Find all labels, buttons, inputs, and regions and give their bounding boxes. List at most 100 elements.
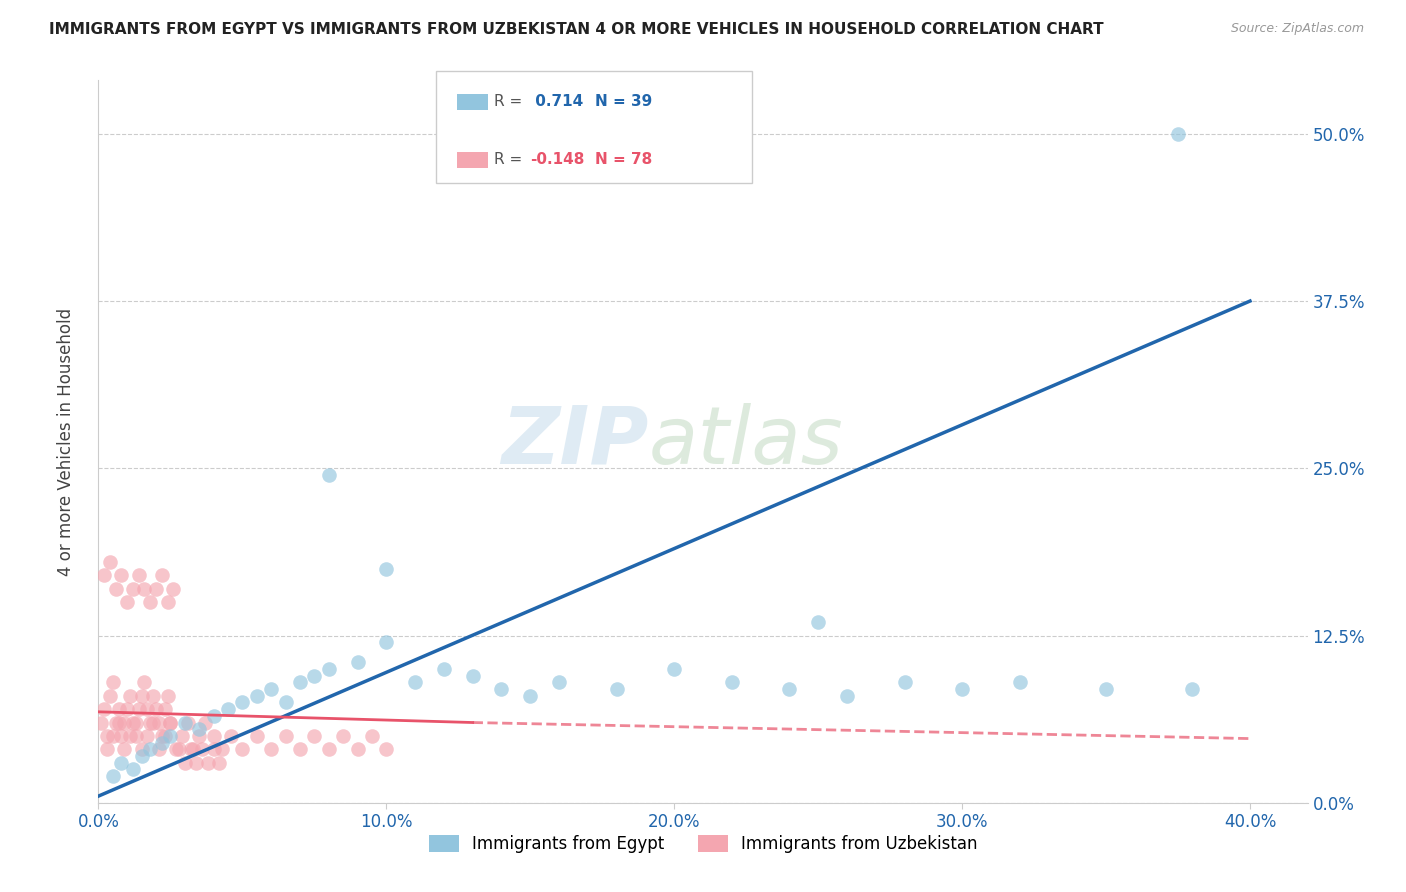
Point bbox=[807, 615, 830, 630]
Point bbox=[110, 756, 132, 770]
Point bbox=[153, 702, 176, 716]
Y-axis label: 4 or more Vehicles in Household: 4 or more Vehicles in Household bbox=[56, 308, 75, 575]
Point bbox=[162, 582, 184, 596]
Point bbox=[110, 729, 132, 743]
Point bbox=[893, 675, 915, 690]
Point bbox=[461, 669, 484, 683]
Point bbox=[346, 655, 368, 669]
Point bbox=[375, 562, 398, 576]
Point bbox=[274, 729, 297, 743]
Point bbox=[1008, 675, 1031, 690]
Point bbox=[156, 595, 179, 609]
Point bbox=[93, 568, 115, 582]
Point bbox=[128, 568, 150, 582]
Point bbox=[131, 689, 153, 703]
Point bbox=[191, 742, 214, 756]
Point bbox=[90, 715, 112, 730]
Point bbox=[131, 749, 153, 764]
Point bbox=[173, 715, 195, 730]
Point bbox=[150, 729, 173, 743]
Point bbox=[491, 681, 513, 696]
Point bbox=[318, 662, 340, 676]
Point bbox=[131, 742, 153, 756]
Point bbox=[142, 689, 165, 703]
Point bbox=[107, 702, 129, 716]
Point bbox=[778, 681, 800, 696]
Point bbox=[125, 715, 148, 730]
Point bbox=[107, 715, 129, 730]
Text: atlas: atlas bbox=[648, 402, 844, 481]
Point bbox=[159, 715, 181, 730]
Point bbox=[125, 729, 148, 743]
Point bbox=[112, 742, 135, 756]
Point bbox=[96, 742, 118, 756]
Point bbox=[720, 675, 742, 690]
Text: -0.148: -0.148 bbox=[530, 153, 585, 167]
Point bbox=[288, 742, 311, 756]
Point bbox=[288, 675, 311, 690]
Point bbox=[98, 555, 121, 569]
Point bbox=[98, 689, 121, 703]
Point bbox=[375, 635, 398, 649]
Point bbox=[194, 715, 217, 730]
Point bbox=[122, 582, 145, 596]
Point bbox=[231, 742, 253, 756]
Point bbox=[148, 715, 170, 730]
Point bbox=[115, 702, 138, 716]
Point bbox=[139, 742, 162, 756]
Text: N = 39: N = 39 bbox=[595, 95, 652, 109]
Point bbox=[318, 742, 340, 756]
Point bbox=[211, 742, 233, 756]
Point bbox=[433, 662, 456, 676]
Point bbox=[219, 729, 242, 743]
Point bbox=[664, 662, 686, 676]
Point bbox=[318, 467, 340, 482]
Point bbox=[246, 689, 269, 703]
Point bbox=[304, 669, 326, 683]
Point bbox=[159, 715, 181, 730]
Point bbox=[128, 702, 150, 716]
Text: N = 78: N = 78 bbox=[595, 153, 652, 167]
Point bbox=[101, 769, 124, 783]
Point bbox=[142, 715, 165, 730]
Point bbox=[548, 675, 571, 690]
Text: R =: R = bbox=[494, 153, 527, 167]
Point bbox=[170, 729, 193, 743]
Point bbox=[173, 756, 195, 770]
Point bbox=[93, 702, 115, 716]
Point bbox=[115, 595, 138, 609]
Point bbox=[1167, 127, 1189, 141]
Point bbox=[134, 582, 156, 596]
Point bbox=[96, 729, 118, 743]
Point bbox=[1181, 681, 1204, 696]
Point bbox=[274, 696, 297, 710]
Point bbox=[180, 742, 202, 756]
Point bbox=[361, 729, 384, 743]
Point bbox=[176, 715, 198, 730]
Point bbox=[202, 742, 225, 756]
Point bbox=[145, 582, 167, 596]
Point bbox=[519, 689, 541, 703]
Text: ZIP: ZIP bbox=[501, 402, 648, 481]
Point bbox=[120, 729, 142, 743]
Point bbox=[136, 729, 159, 743]
Text: 0.714: 0.714 bbox=[530, 95, 583, 109]
Point bbox=[188, 723, 211, 737]
Point bbox=[101, 675, 124, 690]
Point bbox=[150, 568, 173, 582]
Point bbox=[159, 729, 181, 743]
Point bbox=[104, 582, 127, 596]
Point bbox=[110, 568, 132, 582]
Legend: Immigrants from Egypt, Immigrants from Uzbekistan: Immigrants from Egypt, Immigrants from U… bbox=[422, 828, 984, 860]
Point bbox=[835, 689, 858, 703]
Point bbox=[153, 729, 176, 743]
Point bbox=[139, 715, 162, 730]
Point bbox=[186, 756, 208, 770]
Point bbox=[104, 715, 127, 730]
Point bbox=[950, 681, 973, 696]
Point bbox=[246, 729, 269, 743]
Point bbox=[156, 689, 179, 703]
Point bbox=[202, 708, 225, 723]
Point bbox=[260, 681, 283, 696]
Point bbox=[145, 702, 167, 716]
